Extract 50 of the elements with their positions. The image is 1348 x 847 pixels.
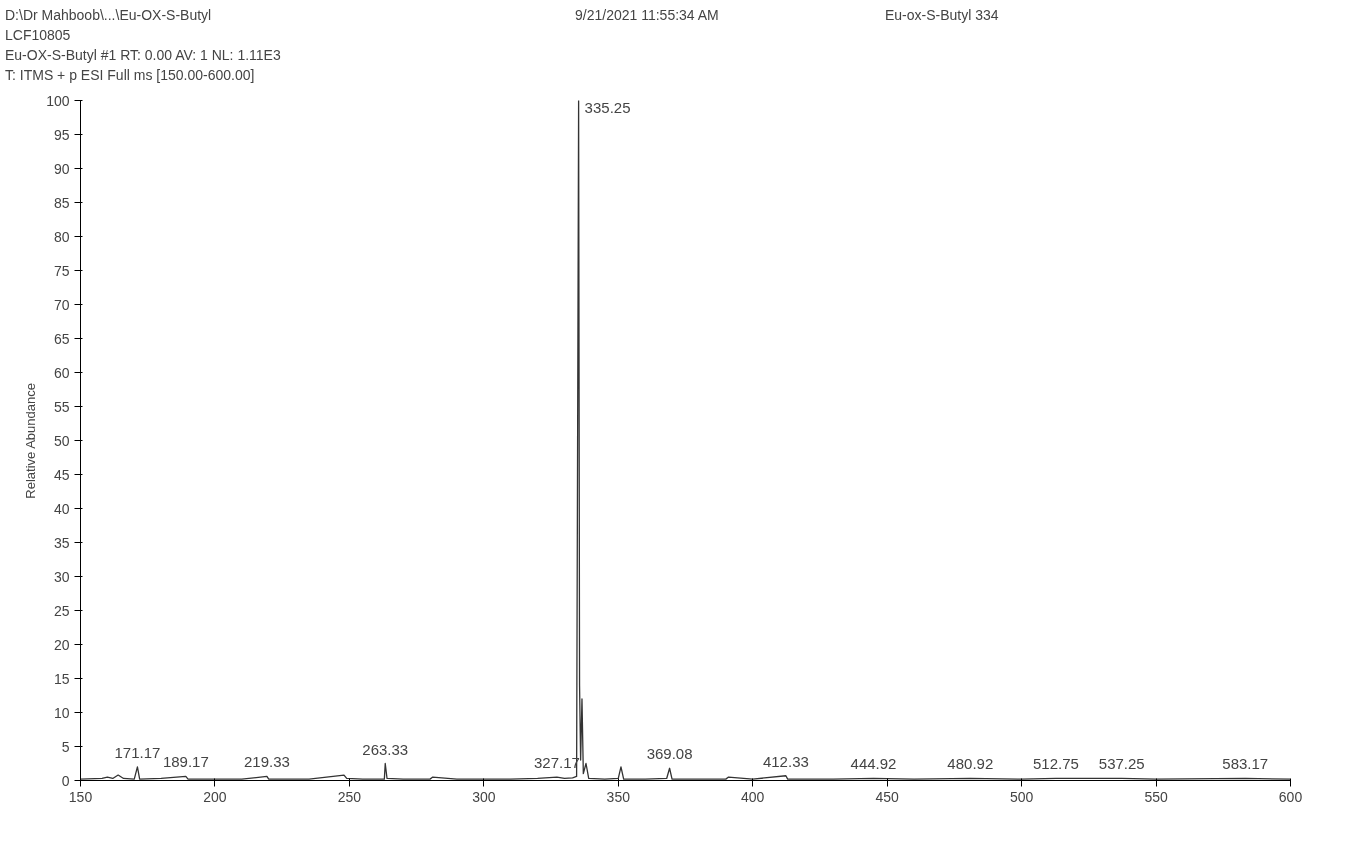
y-tick-label: 80 xyxy=(53,228,70,245)
annotation: 171.17 xyxy=(114,743,161,761)
x-tick-label: 400 xyxy=(741,788,765,805)
text: D:\Dr Mahboob\...\Eu-OX-S-Butyl xyxy=(5,6,213,25)
annotation: 583.17 xyxy=(1222,755,1269,773)
annotation: 263.33 xyxy=(362,740,409,758)
text: LCF10805 xyxy=(5,26,72,45)
y-tick-label: 50 xyxy=(53,432,70,449)
annotation: 537.25 xyxy=(1098,755,1145,773)
y-tick-label: 35 xyxy=(53,534,70,551)
y-tick-label: 20 xyxy=(53,636,70,653)
chart-title: Eu-ox-S-Butyl 334 xyxy=(885,6,999,25)
annotation: 480.92 xyxy=(947,755,994,773)
y-tick-label: 15 xyxy=(53,670,70,687)
annotation: 219.33 xyxy=(243,753,290,771)
y-tick-label: 100 xyxy=(46,92,70,109)
y-tick-label: 60 xyxy=(53,364,70,381)
x-tick-label: 600 xyxy=(1278,788,1303,805)
y-tick-label: 0 xyxy=(61,772,70,789)
text: T: ITMS + p ESI Full ms [150.00-600.00] xyxy=(5,66,256,85)
annotation: 335.25 xyxy=(584,98,631,116)
x-tick-label: 150 xyxy=(68,788,93,805)
y-tick-label: 40 xyxy=(53,500,70,517)
annotation: 189.17 xyxy=(162,753,209,771)
x-tick-label: 300 xyxy=(472,788,496,805)
y-tick-label: 5 xyxy=(61,738,70,755)
y-tick-label: 30 xyxy=(53,568,70,585)
annotation: 369.08 xyxy=(646,745,693,763)
x-tick-label: 450 xyxy=(875,788,900,805)
x-tick-label: 250 xyxy=(337,788,362,805)
y-tick-label: 25 xyxy=(53,602,70,619)
y-tick-label: 85 xyxy=(53,194,70,211)
x-tick-label: 350 xyxy=(606,788,631,805)
y-tick-label: 65 xyxy=(53,330,70,347)
x-tick-label: 200 xyxy=(203,788,227,805)
y-tick-label: 10 xyxy=(53,704,70,721)
y-tick-label: 90 xyxy=(53,160,70,177)
y-axis-title: Relative Abundance xyxy=(23,383,39,499)
y-tick-label: 55 xyxy=(53,398,70,415)
y-tick-label: 75 xyxy=(53,262,70,279)
chart-subtitle: 9/21/2021 11:55:34 AM xyxy=(575,6,719,25)
x-tick-label: 500 xyxy=(1009,788,1034,805)
y-tick-label: 95 xyxy=(53,126,70,143)
text: Eu-OX-S-Butyl #1 RT: 0.00 AV: 1 NL: 1.11E3 xyxy=(5,46,281,65)
y-tick-label: 45 xyxy=(53,466,70,483)
annotation: 512.75 xyxy=(1032,755,1079,773)
annotation: 444.92 xyxy=(850,755,897,773)
annotation: 412.33 xyxy=(762,752,809,770)
x-tick-label: 550 xyxy=(1144,788,1168,805)
y-tick-label: 70 xyxy=(53,296,70,313)
